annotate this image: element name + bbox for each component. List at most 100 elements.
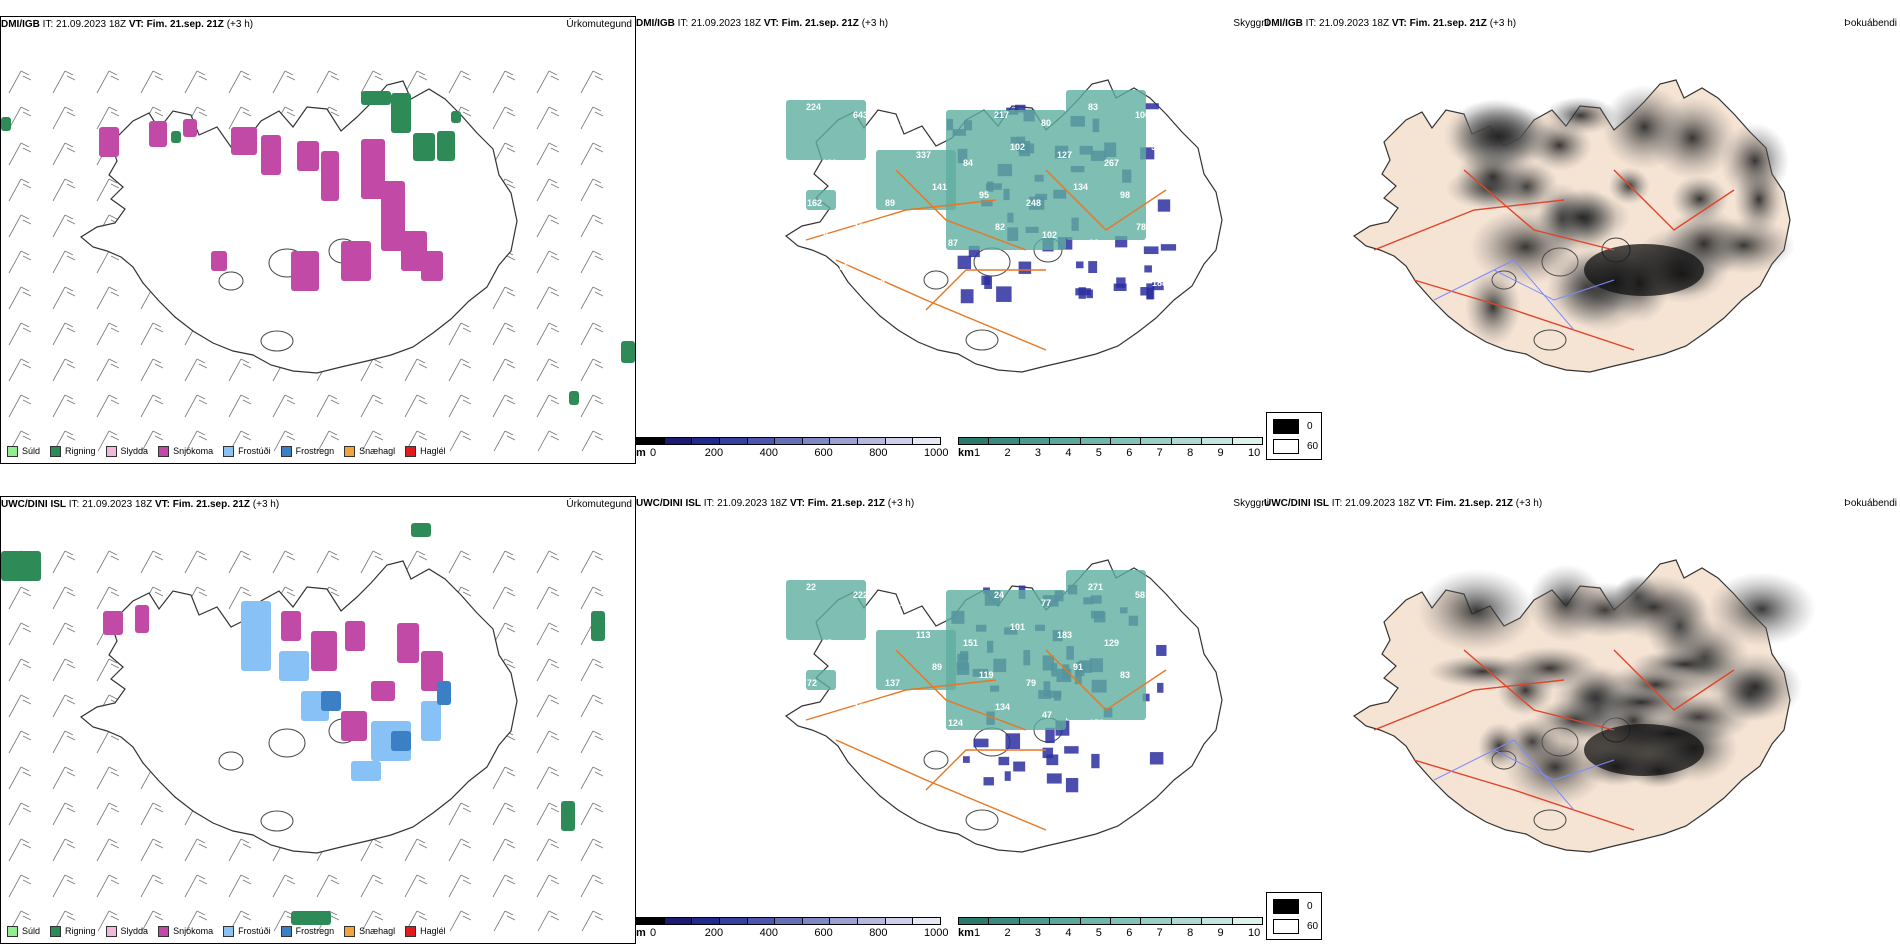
- panel-header: DMI/IGB IT: 21.09.2023 18Z VT: Fim. 21.s…: [636, 16, 1272, 32]
- legend-item: Frostúði: [223, 925, 271, 937]
- vt-value: Fim. 21.sep. 21Z: [807, 498, 886, 509]
- colorbar-segment: [1140, 437, 1172, 445]
- it-label: IT:: [1331, 498, 1343, 509]
- ceiling-value-label: 54: [869, 622, 879, 632]
- legend-item: Slydda: [105, 445, 148, 457]
- legend-item: Slydda: [105, 925, 149, 937]
- colorbar-tick-label: 6: [1126, 927, 1133, 939]
- fog-legend-low-swatch: [1273, 439, 1299, 454]
- colorbar-tick-label: 5: [1095, 927, 1102, 939]
- legend-label: Slydda: [120, 926, 149, 936]
- vt-label: VT:: [763, 18, 779, 29]
- precip-panel-row2: UWC/DINI ISL IT: 21.09.2023 18Z VT: Fim.…: [0, 496, 636, 944]
- colorbar-tick-label: 0: [650, 447, 657, 459]
- colorbar-segment: [718, 917, 748, 925]
- colorbar-segment: [774, 437, 803, 445]
- colorbar-tick-label: 800: [869, 927, 888, 939]
- vt-label: VT:: [1417, 498, 1433, 509]
- legend-swatch: [280, 445, 292, 457]
- fog-index-legend: 0 60: [1266, 892, 1322, 940]
- ceiling-value-label: 83: [1088, 102, 1098, 112]
- colorbar-segment: [958, 437, 990, 445]
- iceland-coastline: [79, 560, 518, 854]
- colorbar-segment: [857, 917, 886, 925]
- colorbar-tick-label: 9: [1217, 927, 1224, 939]
- legend-label: Rigning: [65, 926, 96, 936]
- legend-swatch: [50, 925, 62, 937]
- legend-label: Haglél: [420, 926, 446, 936]
- ceiling-value-label: 957: [1151, 142, 1166, 152]
- colorbar-tick-label: 600: [814, 447, 833, 459]
- ceiling-value-label: 127: [1057, 150, 1072, 160]
- colorbar-segment: [663, 917, 693, 925]
- fog-legend-high-label: 0: [1307, 421, 1313, 432]
- visibility-colorbar: km 1 2 3 4 5 6 7 8 9 10: [958, 437, 1263, 459]
- ceiling-visibility-map: 224 643 579 99 217 80 83 106 139 94 337 84 102 127 267…: [784, 79, 1223, 373]
- model-name: DMI/IGB: [636, 18, 675, 29]
- ceiling-value-label: 134: [1073, 182, 1088, 192]
- colorbar-segment: [1049, 917, 1081, 925]
- colorbar-segment: [1140, 917, 1172, 925]
- vt-value: Fim. 21.sep. 21Z: [1435, 498, 1514, 509]
- ceiling-value-label: 115: [1058, 262, 1073, 272]
- it-value: 21.09.2023 18Z: [1345, 498, 1416, 509]
- legend-label: Snjókoma: [173, 446, 214, 456]
- it-label: IT:: [1305, 18, 1317, 29]
- colorbar-tick-label: 6: [1126, 447, 1133, 459]
- legend-swatch: [105, 445, 117, 457]
- vt-label: VT:: [1391, 18, 1407, 29]
- legend-swatch: [7, 925, 18, 937]
- colorbar-segment: [1231, 917, 1263, 925]
- legend-swatch: [223, 445, 235, 457]
- panel-header: DMI/IGB IT: 21.09.2023 18Z VT: Fim. 21.s…: [1264, 16, 1900, 32]
- model-name: UWC/DINI ISL: [1, 499, 66, 510]
- fog-index-map: [1352, 559, 1816, 853]
- colorbar-tick-label: 7: [1156, 447, 1163, 459]
- ceiling-value-label: 127: [854, 702, 869, 712]
- colorbar-segment: [912, 437, 941, 445]
- ceiling-value-label: 129: [1104, 638, 1119, 648]
- ceiling-value-label: 65: [822, 638, 832, 648]
- colorbar-segment: [1018, 437, 1051, 445]
- lead-time: (+3 h): [861, 18, 889, 29]
- it-value: 21.09.2023 18Z: [1319, 18, 1390, 29]
- colorbar-tick-label: 600: [814, 927, 833, 939]
- colorbar-segment: [857, 437, 886, 445]
- ceiling-value-label: 72: [807, 678, 817, 688]
- ceiling-value-label: 18: [901, 710, 911, 720]
- vt-label: VT:: [789, 498, 805, 509]
- lead-time: (+3 h): [226, 19, 254, 30]
- colorbar-tick-label: 5: [1095, 447, 1102, 459]
- legend-swatch: [223, 925, 235, 937]
- colorbar-tick-label: 1: [974, 927, 981, 939]
- colorbar-tick-label: 3: [1034, 927, 1041, 939]
- ceiling-value-label: 98: [1089, 238, 1099, 248]
- colorbar-tick-label: 200: [704, 927, 724, 939]
- ceiling-value-label: 188: [1152, 278, 1167, 288]
- panel-title-fog: Þokuábendi: [1844, 498, 1897, 509]
- colorbar-segment: [1079, 917, 1111, 925]
- fog-index-legend: 0 60: [1266, 412, 1322, 460]
- colorbar-tick-label: 10: [1248, 927, 1261, 939]
- ceiling-value-label: 84: [963, 158, 973, 168]
- precip-type-map: [1, 523, 605, 931]
- iceland-coastline: [1352, 559, 1816, 853]
- ceiling-value-label: 267: [1104, 158, 1119, 168]
- vt-label: VT:: [154, 499, 170, 510]
- ceiling-value-label: 24: [994, 590, 1004, 600]
- colorbar-tick-label: 3: [1034, 447, 1041, 459]
- ceiling-value-label: 22: [806, 582, 816, 592]
- it-label: IT:: [677, 18, 689, 29]
- ceiling-value-label: 89: [885, 198, 895, 208]
- colorbar-segment: [636, 437, 665, 445]
- ceiling-value-label: 78: [1136, 222, 1146, 232]
- colorbar-segment: [691, 437, 720, 445]
- ceiling-value-label: 99: [947, 102, 957, 112]
- colorbar-segment: [801, 437, 831, 445]
- colorbar-segment: [884, 437, 914, 445]
- panel-title-cloud: Skyggni: [1233, 18, 1269, 29]
- ceiling-value-label: 79: [1026, 678, 1036, 688]
- ceiling-value-label: 69: [1151, 622, 1161, 632]
- ceiling-value-label: 158: [1089, 718, 1104, 728]
- colorbar-tick-label: 10: [1248, 447, 1261, 459]
